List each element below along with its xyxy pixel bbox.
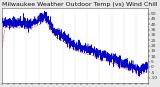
Text: Milwaukee Weather Outdoor Temp (vs) Wind Chill per Minute (Last 24 Hours): Milwaukee Weather Outdoor Temp (vs) Wind… <box>2 2 160 7</box>
